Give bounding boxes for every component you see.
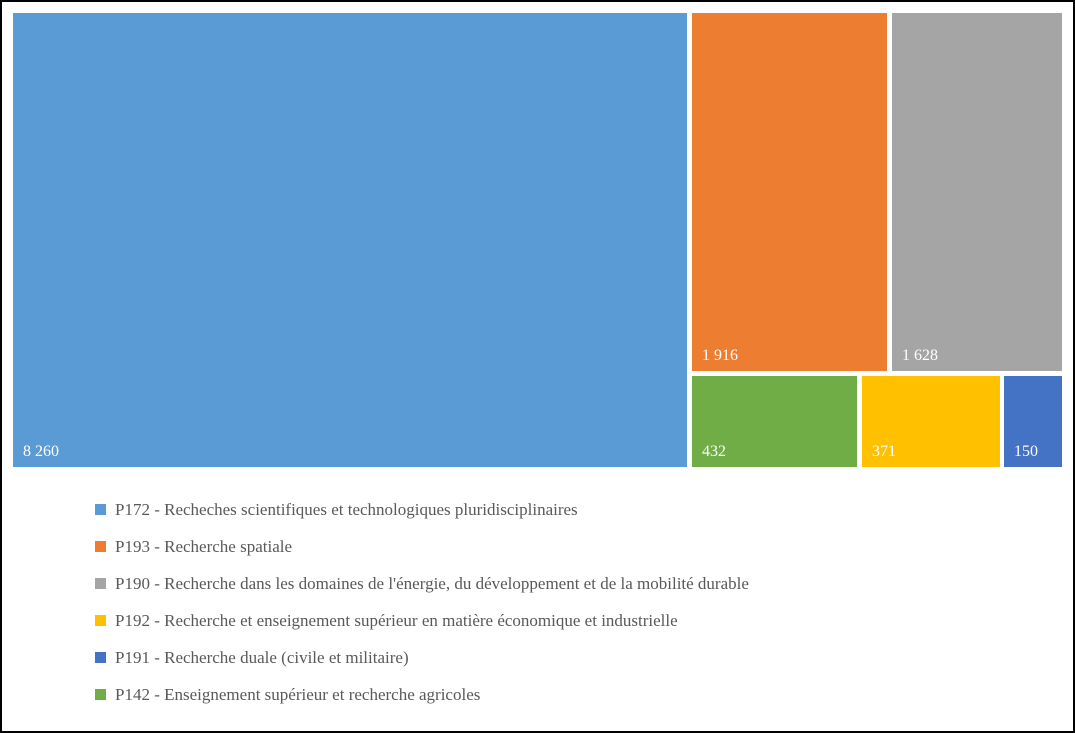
legend-item-p142[interactable]: P142 - Enseignement supérieur et recherc…	[95, 682, 480, 706]
tile-value-label: 1 628	[902, 347, 938, 364]
legend-item-p193[interactable]: P193 - Recherche spatiale	[95, 534, 292, 558]
legend-swatch-icon	[95, 503, 106, 515]
tile-value-label: 1 916	[702, 347, 738, 364]
tile-value-label: 432	[702, 443, 726, 460]
legend-swatch-icon	[95, 651, 106, 663]
legend-label: P191 - Recherche duale (civile et milita…	[115, 647, 409, 667]
treemap-tile-p192[interactable]: 371	[862, 376, 1000, 467]
tile-value-label: 8 260	[23, 443, 59, 460]
treemap-tile-p142[interactable]: 432	[692, 376, 857, 467]
tile-value-label: 150	[1014, 443, 1038, 460]
legend-item-p192[interactable]: P192 - Recherche et enseignement supérie…	[95, 608, 678, 632]
treemap-tile-p193[interactable]: 1 916	[692, 13, 887, 371]
legend-label: P172 - Recheches scientifiques et techno…	[115, 499, 578, 519]
treemap-tile-p191[interactable]: 150	[1004, 376, 1062, 467]
legend-swatch-icon	[95, 577, 106, 589]
treemap-tile-p190[interactable]: 1 628	[892, 13, 1062, 371]
legend-item-p172[interactable]: P172 - Recheches scientifiques et techno…	[95, 497, 578, 521]
tile-value-label: 371	[872, 443, 896, 460]
legend-label: P142 - Enseignement supérieur et recherc…	[115, 684, 481, 704]
legend-swatch-icon	[95, 540, 106, 552]
legend-item-p191[interactable]: P191 - Recherche duale (civile et milita…	[95, 645, 409, 669]
legend-label: P190 - Recherche dans les domaines de l'…	[115, 573, 749, 593]
legend-label: P193 - Recherche spatiale	[115, 536, 293, 556]
legend-label: P192 - Recherche et enseignement supérie…	[115, 610, 678, 630]
treemap-tile-p172[interactable]: 8 260	[13, 13, 687, 467]
legend-item-p190[interactable]: P190 - Recherche dans les domaines de l'…	[95, 571, 749, 595]
legend-swatch-icon	[95, 614, 106, 626]
legend-swatch-icon	[95, 688, 106, 700]
